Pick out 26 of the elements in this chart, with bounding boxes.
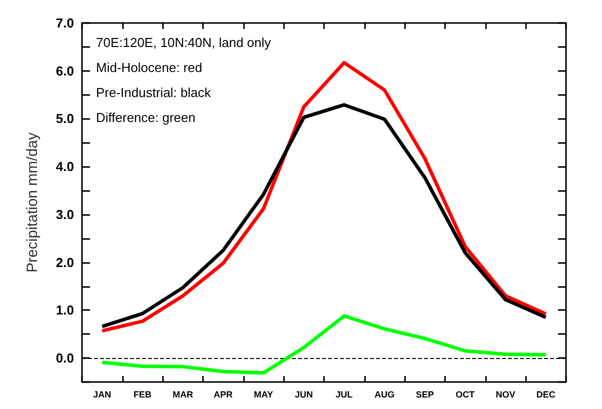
x-tick-label: JUL [336, 390, 354, 400]
y-axis-title: Precipitation mm/day [24, 132, 41, 273]
y-tick-label: 7.0 [56, 16, 74, 30]
y-tick-label: 6.0 [56, 63, 74, 78]
annotation: Difference: green [96, 110, 196, 125]
y-tick-label: 5.0 [56, 111, 74, 126]
x-tick-label: AUG [374, 390, 394, 400]
x-tick-label: OCT [456, 390, 476, 400]
y-tick-label: 0.0 [56, 350, 74, 366]
annotation: 70E:120E, 10N:40N, land only [96, 35, 272, 50]
y-tick-label: 1.0 [56, 302, 74, 318]
x-tick-label: APR [214, 390, 234, 400]
annotation: Pre-Industrial: black [96, 85, 212, 100]
x-tick-label: JUN [294, 390, 313, 400]
y-tick-label: 2.0 [56, 254, 74, 270]
line-series [100, 314, 548, 375]
y-tick-label: 4.0 [56, 159, 74, 174]
x-tick-label: NOV [496, 390, 516, 400]
x-tick-label: FEB [134, 390, 152, 400]
x-tick-label: MAY [254, 390, 274, 400]
x-tick-label: SEP [416, 390, 434, 400]
annotation: Mid-Holocene: red [96, 60, 202, 75]
y-tick-label: 3.0 [56, 206, 74, 222]
x-tick-label: JAN [93, 390, 112, 400]
x-tick-label: DEC [536, 390, 556, 400]
x-tick-label: MAR [172, 390, 194, 400]
